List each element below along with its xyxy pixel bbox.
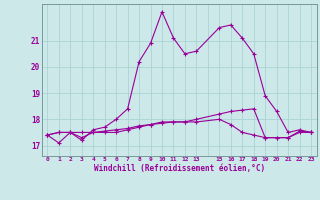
X-axis label: Windchill (Refroidissement éolien,°C): Windchill (Refroidissement éolien,°C): [94, 164, 265, 173]
